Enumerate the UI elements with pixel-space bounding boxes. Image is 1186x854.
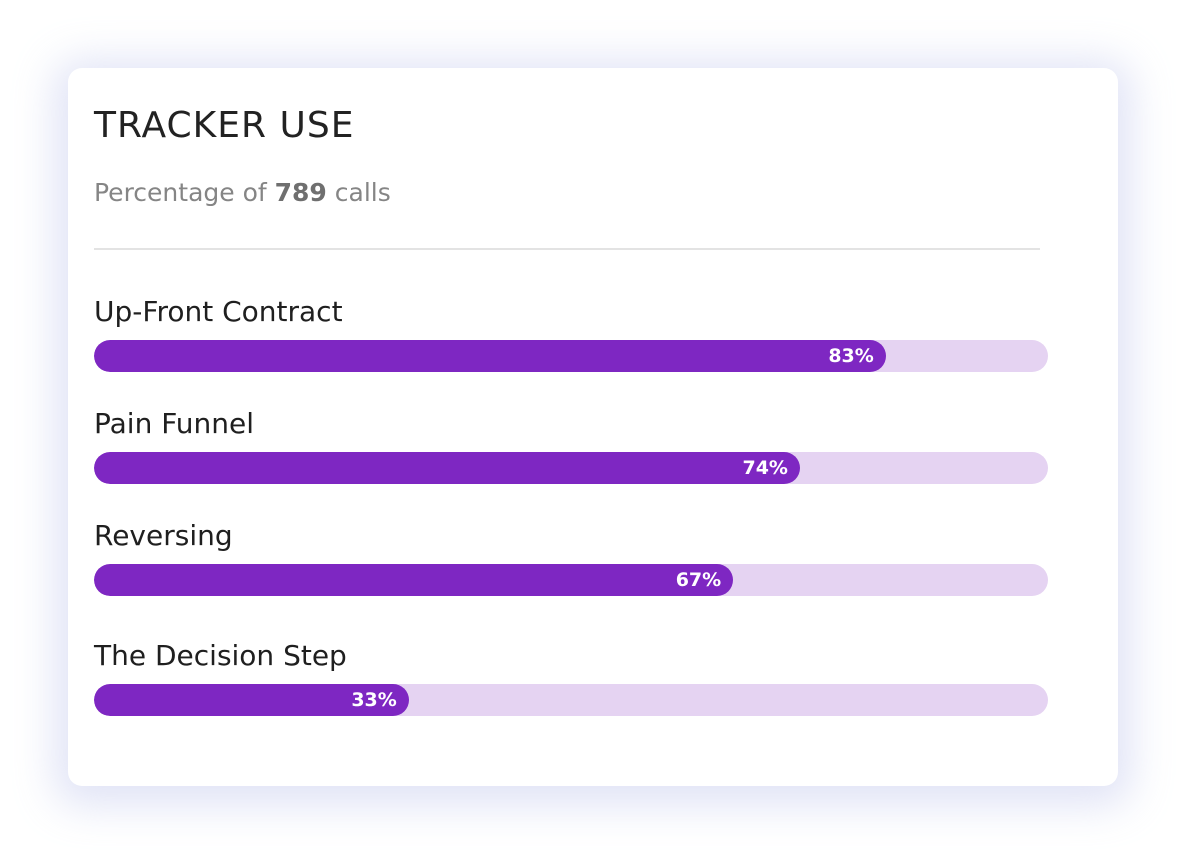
progress-fill: 33% — [94, 684, 409, 716]
progress-fill: 83% — [94, 340, 886, 372]
progress-track: 67% — [94, 564, 1048, 596]
percent-label: 67% — [675, 569, 722, 591]
percent-label: 83% — [828, 345, 874, 367]
progress-track: 83% — [94, 340, 1048, 372]
subtitle-prefix: Percentage of — [94, 178, 275, 207]
tracker-use-card: TRACKER USE Percentage of 789 calls Up-F… — [68, 68, 1118, 786]
progress-fill: 67% — [94, 564, 734, 596]
divider — [94, 248, 1040, 250]
percent-label: 74% — [742, 457, 788, 479]
tracker-label: Pain Funnel — [94, 407, 255, 440]
tracker-label: Reversing — [94, 519, 233, 552]
tracker-label: Up-Front Contract — [94, 295, 343, 328]
subtitle-suffix: calls — [326, 178, 391, 207]
card-title: TRACKER USE — [94, 105, 355, 146]
call-count: 789 — [274, 178, 327, 207]
card-subtitle: Percentage of 789 calls — [94, 180, 391, 205]
percent-label: 33% — [351, 689, 397, 711]
progress-fill: 74% — [94, 452, 800, 484]
progress-track: 74% — [94, 452, 1048, 484]
tracker-label: The Decision Step — [94, 639, 347, 672]
progress-track: 33% — [94, 684, 1048, 716]
